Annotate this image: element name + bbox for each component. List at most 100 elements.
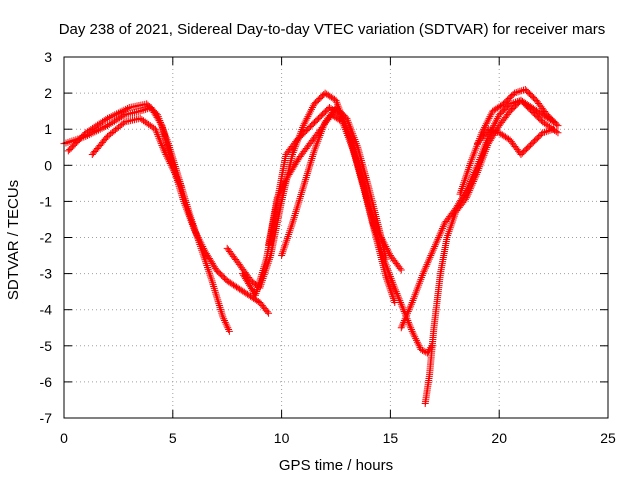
- data-point: [411, 333, 419, 341]
- data-point: [123, 104, 131, 112]
- data-point: [398, 322, 406, 330]
- data-point: [120, 106, 128, 114]
- data-point: [162, 150, 170, 158]
- data-point: [165, 158, 173, 166]
- y-tick-label: 0: [44, 157, 52, 173]
- data-point: [413, 336, 421, 344]
- data-point: [391, 284, 399, 292]
- data-point: [421, 266, 429, 274]
- data-point: [471, 174, 479, 182]
- data-point: [424, 257, 432, 265]
- series-sat-g: [278, 104, 390, 263]
- data-point: [304, 113, 312, 121]
- y-tick-label: -4: [40, 302, 53, 318]
- data-point: [403, 311, 411, 319]
- x-tick-label: 5: [169, 430, 177, 446]
- data-point: [407, 302, 415, 310]
- chart-title: Day 238 of 2021, Sidereal Day-to-day VTE…: [59, 21, 606, 38]
- series-sat-b: [64, 100, 233, 335]
- data-point: [175, 178, 183, 186]
- data-point: [393, 289, 401, 297]
- data-point: [397, 266, 405, 274]
- data-point: [222, 320, 230, 328]
- data-point: [431, 241, 439, 249]
- data-point: [437, 228, 445, 236]
- data-point: [280, 181, 288, 189]
- data-point: [382, 255, 390, 263]
- data-point: [300, 120, 308, 128]
- y-tick-label: -1: [40, 193, 53, 209]
- data-point: [466, 187, 474, 195]
- data-point: [400, 318, 408, 326]
- data-point: [279, 183, 287, 191]
- data-point: [544, 127, 552, 135]
- data-point: [171, 170, 179, 178]
- data-point: [111, 111, 119, 119]
- data-point: [487, 111, 495, 119]
- data-point: [492, 128, 500, 136]
- data-point: [430, 244, 438, 252]
- data-point: [438, 226, 446, 234]
- data-point: [122, 105, 130, 113]
- data-point: [418, 346, 426, 354]
- data-point: [483, 118, 491, 126]
- y-tick-label: -2: [40, 230, 53, 246]
- data-point: [394, 291, 402, 299]
- data-point: [472, 172, 480, 180]
- data-point: [397, 324, 405, 332]
- data-point: [470, 176, 478, 184]
- data-point: [263, 308, 271, 316]
- data-point: [473, 170, 481, 178]
- data-point: [438, 224, 446, 232]
- data-point: [486, 126, 494, 134]
- y-tick-label: -6: [40, 374, 53, 390]
- data-point: [434, 235, 442, 243]
- data-point: [432, 239, 440, 247]
- data-point: [392, 288, 400, 296]
- data-point: [425, 255, 433, 263]
- data-point: [470, 178, 478, 186]
- data-point: [116, 108, 124, 116]
- data-point: [397, 300, 405, 308]
- data-point: [419, 270, 427, 278]
- data-point: [158, 141, 166, 149]
- data-point: [275, 190, 283, 198]
- data-point: [519, 86, 527, 94]
- data-point: [466, 185, 474, 193]
- data-point: [159, 145, 167, 153]
- data-point: [548, 126, 556, 134]
- data-point: [421, 264, 429, 272]
- data-point: [163, 152, 171, 160]
- data-point: [412, 335, 420, 343]
- data-point: [402, 313, 410, 321]
- data-point: [546, 126, 554, 134]
- data-point: [308, 104, 316, 112]
- data-point: [301, 118, 309, 126]
- data-point: [424, 259, 432, 267]
- x-tick-label: 10: [274, 430, 290, 446]
- axis-tick-labels: 0 5 10 15 20 25 -7 -6 -5 -4 -3 -2 -1 0 1 2 3: [40, 49, 616, 446]
- x-tick-label: 15: [383, 430, 399, 446]
- data-point: [398, 302, 406, 310]
- data-point: [303, 114, 311, 122]
- data-point: [154, 132, 162, 140]
- data-point: [276, 188, 284, 196]
- x-tick-label: 25: [600, 430, 616, 446]
- data-point: [167, 161, 175, 169]
- data-point: [172, 172, 180, 180]
- data-point: [400, 317, 408, 325]
- data-point: [431, 243, 439, 251]
- data-point: [265, 309, 273, 317]
- data-point: [554, 129, 562, 137]
- data-point: [542, 128, 550, 136]
- y-tick-label: 1: [44, 121, 52, 137]
- data-point: [516, 87, 524, 95]
- data-point: [541, 128, 549, 136]
- data-point: [166, 159, 174, 167]
- series-sat-k: [473, 125, 558, 158]
- data-point: [482, 120, 490, 128]
- data-point: [484, 125, 492, 133]
- data-point: [423, 261, 431, 269]
- data-point: [435, 234, 443, 241]
